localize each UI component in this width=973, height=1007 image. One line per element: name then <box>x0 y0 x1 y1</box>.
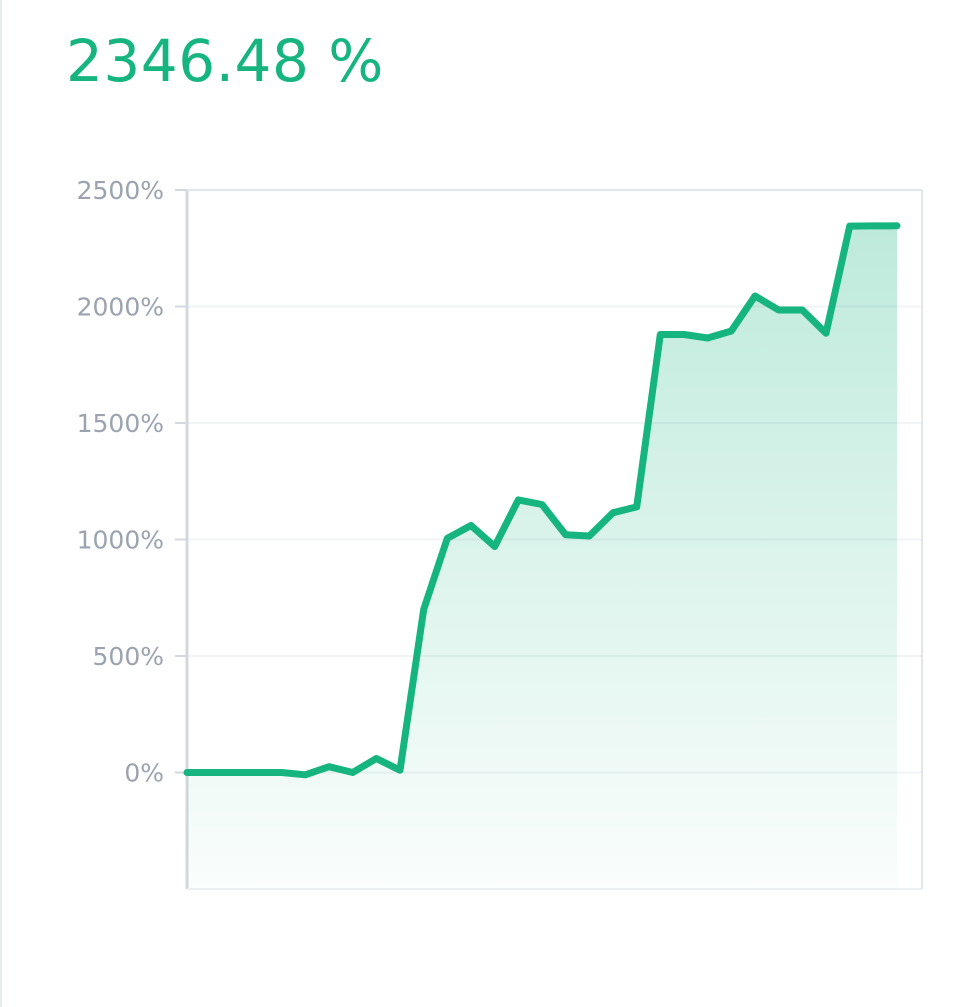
total-return-value: 2346.48 % <box>66 27 384 95</box>
y-tick-label: 1500% <box>77 409 164 438</box>
y-tick-label: 0% <box>124 759 164 788</box>
y-tick-label: 2500% <box>77 176 164 205</box>
series-area <box>187 225 897 890</box>
y-axis-ticks: 0% 500% 1000% 1500% 2000% 2500% <box>77 176 187 788</box>
series-line <box>183 222 901 779</box>
return-series <box>183 222 901 890</box>
y-tick-label: 1000% <box>77 526 164 555</box>
y-tick-label: 2000% <box>77 293 164 322</box>
y-tick-label: 500% <box>93 642 164 671</box>
